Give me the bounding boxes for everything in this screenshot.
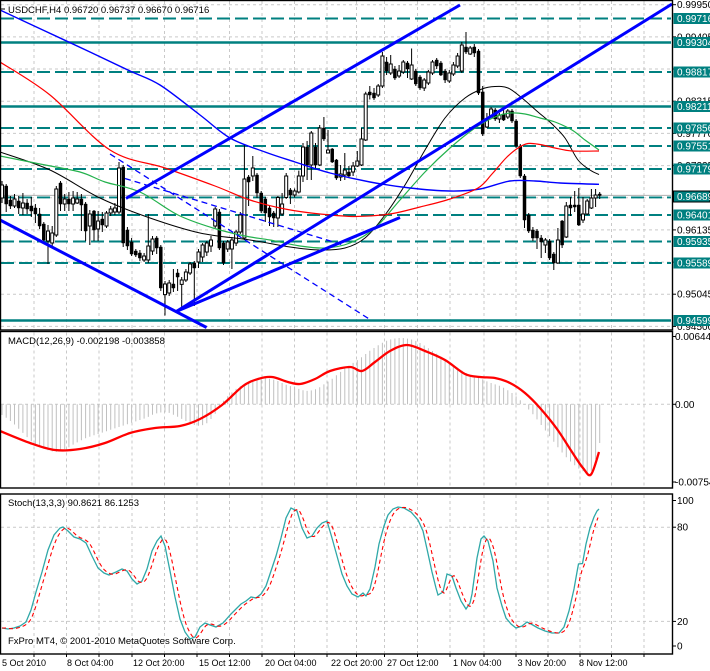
svg-text:15 Oct 12:00: 15 Oct 12:00	[199, 658, 251, 668]
svg-text:0.95589: 0.95589	[677, 259, 710, 270]
svg-text:0.006449: 0.006449	[675, 332, 710, 343]
svg-text:0.96689: 0.96689	[677, 192, 710, 203]
svg-text:22 Oct 20:00: 22 Oct 20:00	[331, 658, 383, 668]
svg-text:0.94599: 0.94599	[677, 316, 710, 327]
svg-text:-0.007545: -0.007545	[675, 478, 710, 489]
svg-text:0: 0	[677, 642, 683, 653]
svg-text:FxPro MT4, © 2001-2010 MetaQuo: FxPro MT4, © 2001-2010 MetaQuotes Softwa…	[8, 636, 236, 647]
svg-text:3 Nov 20:00: 3 Nov 20:00	[518, 658, 567, 668]
svg-text:USDCHF,H4 0.96720 0.96737 0.9: USDCHF,H4 0.96720 0.96737 0.96670 0.9671…	[8, 5, 209, 16]
svg-text:0.96401: 0.96401	[677, 211, 710, 222]
svg-text:80: 80	[677, 523, 689, 534]
svg-text:100: 100	[677, 496, 694, 507]
svg-text:0.95045: 0.95045	[677, 290, 710, 301]
svg-text:Stoch(13,3,3) 90.8621 86.1253: Stoch(13,3,3) 90.8621 86.1253	[8, 498, 139, 509]
svg-text:12 Oct 20:00: 12 Oct 20:00	[133, 658, 185, 668]
svg-text:27 Oct 12:00: 27 Oct 12:00	[387, 658, 439, 668]
svg-text:20: 20	[677, 617, 689, 628]
svg-text:8 Oct 04:00: 8 Oct 04:00	[67, 658, 114, 668]
svg-text:0.97856: 0.97856	[677, 124, 710, 135]
svg-text:0.99950: 0.99950	[677, 0, 710, 11]
svg-text:5 Oct 2010: 5 Oct 2010	[2, 658, 46, 668]
svg-text:0.97551: 0.97551	[677, 142, 710, 153]
svg-text:0.99304: 0.99304	[677, 38, 710, 49]
svg-text:1 Nov 04:00: 1 Nov 04:00	[453, 658, 502, 668]
svg-text:0.98817: 0.98817	[677, 68, 710, 79]
svg-text:0.00: 0.00	[675, 400, 695, 411]
svg-text:0.99716: 0.99716	[677, 14, 710, 25]
svg-text:0.98211: 0.98211	[677, 102, 710, 113]
svg-text:0.97770: 0.97770	[677, 129, 710, 140]
svg-text:MACD(12,26,9) -0.002198 -0.003: MACD(12,26,9) -0.002198 -0.003858	[8, 336, 165, 347]
svg-text:0.96135: 0.96135	[677, 225, 710, 236]
svg-text:0.94500: 0.94500	[677, 322, 710, 333]
svg-text:0.97179: 0.97179	[677, 165, 710, 176]
svg-text:0.95935: 0.95935	[677, 237, 710, 248]
svg-text:20 Oct 04:00: 20 Oct 04:00	[265, 658, 317, 668]
svg-text:8 Nov 12:00: 8 Nov 12:00	[579, 658, 628, 668]
